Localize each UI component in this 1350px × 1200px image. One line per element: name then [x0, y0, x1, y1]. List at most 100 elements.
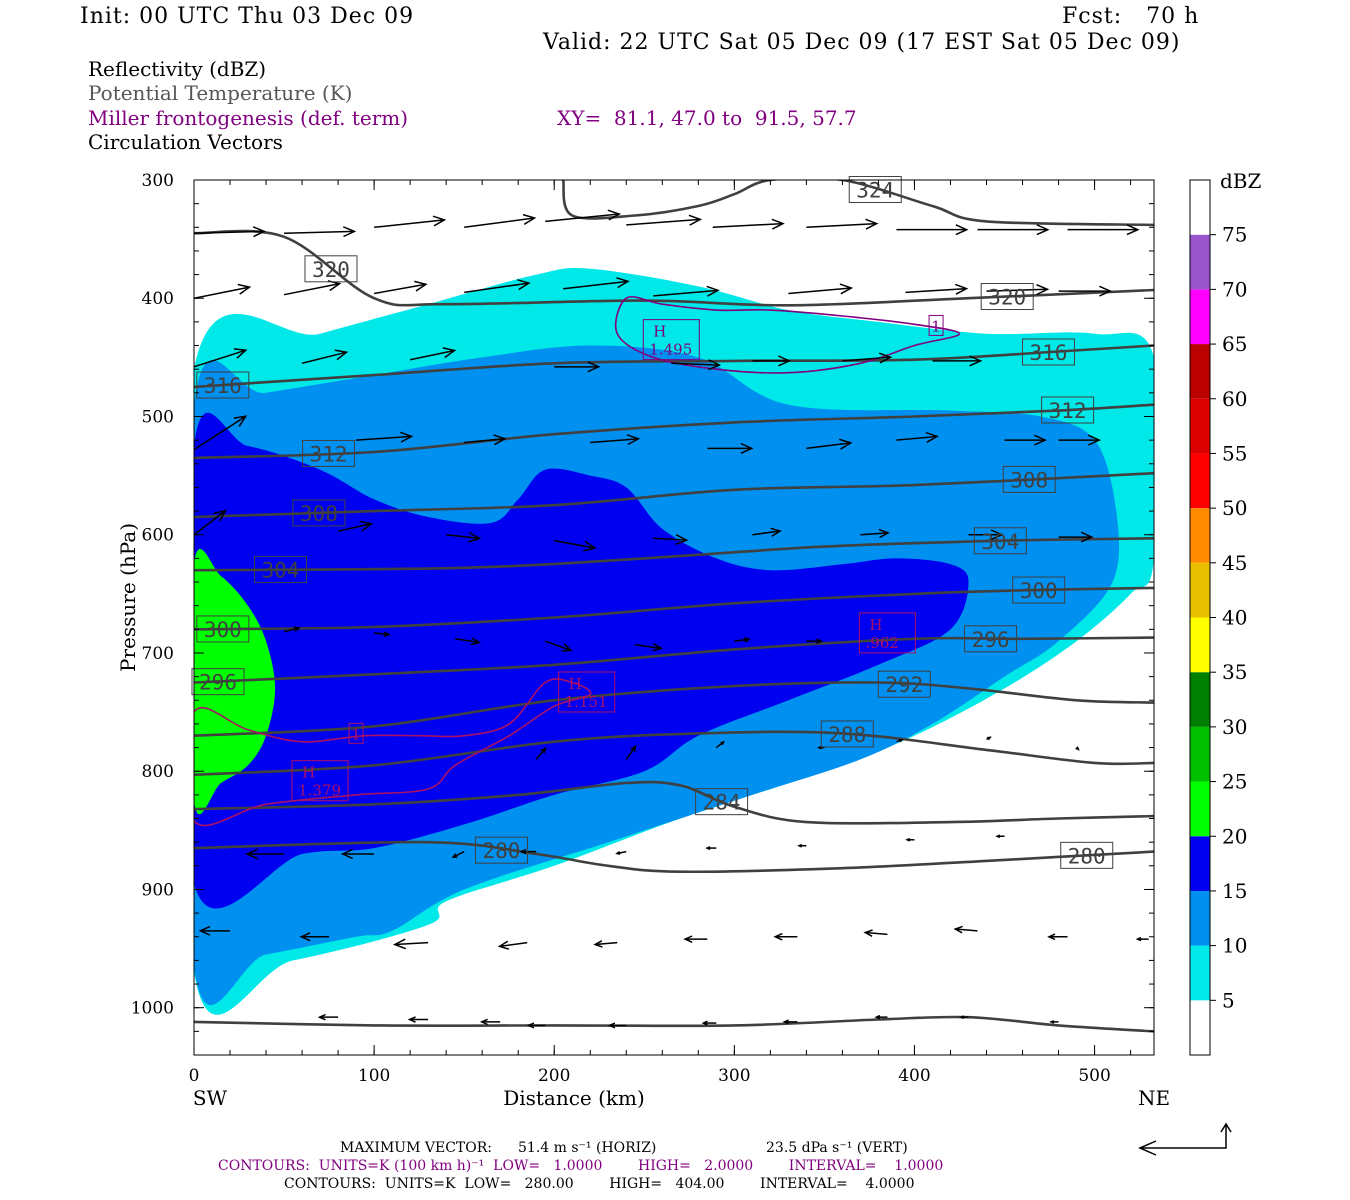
theta-label-box	[253, 555, 307, 583]
field-reflectivity-label: Reflectivity (dBZ)	[88, 57, 267, 81]
vector-shaft	[301, 351, 347, 365]
circulation-vector	[1058, 285, 1113, 297]
theta-contour-316	[194, 344, 1154, 389]
frontogenesis-maximum: H1.379	[291, 760, 349, 802]
maximum-value: 1.151	[565, 693, 608, 711]
reference-vector-shaft	[1140, 1124, 1227, 1149]
vector-head	[1036, 284, 1050, 296]
vector-shaft	[409, 349, 455, 361]
theta-label-296: 296	[964, 625, 1018, 653]
circulation-vector	[932, 355, 983, 367]
circulation-vector	[653, 285, 720, 297]
colorbar-label: 60	[1222, 387, 1247, 411]
maximum-box	[291, 760, 349, 802]
circulation-vector	[409, 347, 457, 361]
circulation-vector	[701, 1020, 717, 1026]
vector-shaft	[554, 539, 596, 549]
vector-head	[317, 1013, 326, 1021]
theta-label-text: 308	[300, 502, 338, 526]
colorbar-swatch	[1190, 617, 1210, 673]
theta-label-box	[848, 175, 902, 203]
vector-head	[955, 283, 969, 295]
vector-head	[400, 431, 414, 443]
max-vector-vert: 23.5 dPa s⁻¹ (VERT)	[766, 1140, 908, 1156]
colorbar-swatch	[1190, 562, 1210, 618]
vector-shaft	[194, 230, 265, 234]
vector-head	[432, 215, 447, 227]
vector-head	[863, 929, 873, 937]
theta-label-text: 284	[703, 791, 741, 815]
forecast-hour-label: Fcst: 70 h	[1062, 4, 1200, 29]
max-vector-label: MAXIMUM VECTOR:	[340, 1140, 492, 1156]
maximum-box	[558, 671, 616, 713]
x-tick-label: 200	[538, 1066, 570, 1086]
circulation-vector	[544, 640, 573, 652]
theta-label-text: 300	[1020, 579, 1058, 603]
vector-head	[1126, 224, 1140, 236]
colorbar-label: 25	[1222, 770, 1247, 794]
maximum-marker: H	[869, 616, 882, 634]
vector-head	[995, 834, 1001, 839]
frontogenesis-maximum: H1.151	[558, 671, 616, 713]
theta-label-text: 308	[1010, 468, 1048, 492]
circulation-vector	[283, 626, 301, 633]
circulation-vector	[625, 744, 637, 760]
theta-contour-292	[194, 681, 1154, 737]
y-tick-label: 500	[142, 407, 174, 427]
y-tick-label: 400	[142, 289, 174, 309]
theta-label-box	[1002, 465, 1056, 493]
frontogenesis-maximum: H1.495	[642, 319, 700, 361]
field-vectors-label: Circulation Vectors	[88, 130, 283, 154]
x-tick-label: 0	[189, 1066, 200, 1086]
circulation-vector	[896, 738, 904, 743]
circulation-vector	[392, 938, 429, 950]
theta-label-320: 320	[980, 283, 1034, 311]
theta-contour-304	[194, 537, 1154, 572]
vector-head	[593, 940, 603, 948]
colorbar-label: 10	[1222, 934, 1247, 958]
theta-label-316: 316	[196, 371, 250, 399]
vector-head	[233, 415, 248, 427]
vector-head	[816, 745, 822, 750]
vector-shaft	[563, 280, 629, 290]
y-tick-label: 800	[142, 762, 174, 782]
colorbar-label: 70	[1222, 277, 1247, 301]
plot-frame	[193, 179, 1155, 1056]
circulation-vector	[1047, 933, 1068, 941]
ne-endpoint-label: NE	[1138, 1086, 1170, 1110]
theta-label-292: 292	[877, 670, 931, 698]
x-tick-label: 100	[358, 1066, 390, 1086]
circulation-vector	[526, 1022, 546, 1029]
vector-head	[816, 638, 824, 644]
circulation-vector	[635, 642, 664, 652]
circulation-vector	[905, 283, 969, 295]
x-tick-label: 500	[1078, 1066, 1110, 1086]
vector-head	[519, 848, 527, 855]
vector-head	[701, 1020, 708, 1026]
circulation-vector	[373, 280, 428, 295]
vector-head	[493, 434, 507, 446]
vector-head	[245, 848, 259, 860]
theta-label-text: 296	[199, 671, 237, 695]
circulation-vector	[607, 1022, 627, 1029]
circulation-vector	[407, 1016, 429, 1023]
circulation-vector	[863, 929, 888, 937]
circulation-vector	[896, 431, 939, 443]
circulation-vector	[464, 279, 531, 294]
frontogenesis-label-text: 1	[351, 725, 361, 743]
circulation-vector	[874, 1014, 888, 1020]
colorbar-swatch	[1190, 836, 1210, 891]
vector-shaft	[374, 219, 445, 229]
theta-label-text: 304	[261, 558, 299, 582]
theta-label-box	[980, 283, 1034, 311]
vector-head	[797, 843, 803, 848]
vector-shaft	[194, 349, 247, 368]
circulation-vector	[301, 349, 349, 365]
circulation-vector	[959, 1015, 969, 1020]
vector-head	[198, 925, 211, 936]
frontogenesis-label-box	[928, 314, 944, 336]
colorbar-label: 20	[1222, 824, 1247, 848]
theta-label-text: 304	[981, 530, 1019, 554]
colorbar-swatch	[1190, 289, 1210, 345]
vector-head	[925, 431, 939, 443]
